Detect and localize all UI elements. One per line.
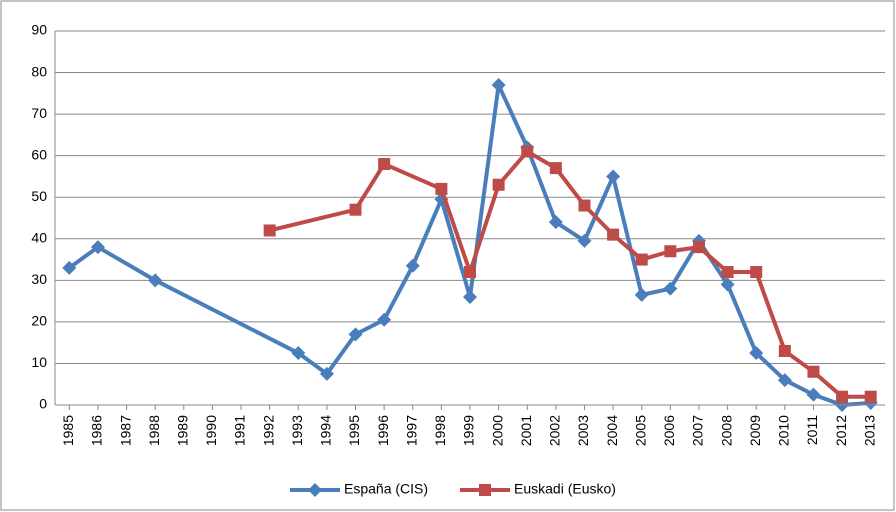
marker — [606, 169, 621, 184]
x-tick-label: 2003 — [575, 415, 591, 446]
marker — [549, 162, 562, 175]
x-tick-label: 2012 — [833, 415, 849, 446]
x-tick-label: 1997 — [403, 415, 419, 446]
marker — [836, 390, 849, 403]
x-tick-label: 2001 — [518, 415, 534, 446]
marker — [148, 273, 163, 288]
marker — [308, 483, 322, 497]
series-line — [68, 83, 871, 407]
marker — [634, 287, 649, 302]
x-tick-label: 1985 — [60, 415, 76, 446]
x-tick-label: 1990 — [203, 415, 219, 446]
marker — [749, 346, 764, 361]
y-tick-label: 80 — [31, 63, 47, 79]
marker — [720, 277, 735, 292]
x-tick-label: 1988 — [146, 415, 162, 446]
x-tick-label: 2008 — [718, 415, 734, 446]
x-tick-label: 2006 — [661, 415, 677, 446]
marker — [521, 145, 534, 158]
x-tick-label: 2002 — [547, 415, 563, 446]
marker — [291, 346, 306, 361]
x-tick-label: 1991 — [232, 415, 248, 446]
x-tick-label: 1989 — [174, 415, 190, 446]
x-tick-label: 1996 — [375, 415, 391, 446]
marker — [864, 390, 877, 403]
marker — [492, 178, 505, 191]
legend-entry: España (CIS) — [290, 481, 428, 497]
x-tick-label: 2007 — [690, 415, 706, 446]
y-tick-label: 0 — [39, 396, 47, 412]
x-tick-label: 1994 — [318, 415, 334, 446]
y-tick-label: 10 — [31, 354, 47, 370]
marker — [750, 266, 763, 279]
x-tick-label: 2000 — [489, 415, 505, 446]
marker — [635, 253, 648, 266]
marker — [435, 182, 448, 195]
marker — [463, 289, 477, 304]
y-tick-label: 20 — [31, 313, 47, 329]
marker — [806, 387, 821, 402]
x-tick-label: 2004 — [604, 415, 620, 446]
marker — [692, 241, 705, 254]
marker — [377, 312, 392, 327]
marker — [777, 373, 792, 388]
marker — [663, 281, 678, 296]
x-tick-label: 2010 — [776, 415, 792, 446]
x-tick-label: 2009 — [747, 415, 763, 446]
y-tick-label: 70 — [31, 105, 47, 121]
marker — [378, 157, 391, 170]
x-tick-label: 1992 — [260, 415, 276, 446]
x-tick-label: 1987 — [117, 415, 133, 446]
marker — [62, 260, 77, 275]
marker — [548, 215, 563, 230]
marker — [721, 266, 734, 279]
y-tick-label: 30 — [31, 271, 47, 287]
marker — [405, 258, 420, 273]
marker — [464, 266, 476, 279]
marker — [348, 327, 363, 342]
x-tick-label: 1995 — [346, 415, 362, 446]
legend-entry: Euskadi (Eusko) — [460, 481, 616, 497]
marker — [491, 78, 506, 93]
y-tick-label: 40 — [31, 229, 47, 245]
y-tick-label: 60 — [31, 146, 47, 162]
marker — [90, 240, 105, 255]
marker — [479, 484, 491, 496]
marker — [263, 224, 276, 237]
y-tick-label: 50 — [31, 188, 47, 204]
x-tick-label: 1998 — [432, 415, 448, 446]
x-tick-label: 1993 — [289, 415, 305, 446]
marker — [664, 245, 677, 258]
marker — [607, 228, 620, 241]
x-tick-label: 1999 — [461, 415, 477, 446]
marker — [778, 344, 791, 357]
x-tick-label: 2013 — [861, 415, 877, 446]
marker — [349, 203, 362, 216]
marker — [807, 365, 820, 378]
x-tick-label: 2011 — [804, 415, 820, 445]
x-tick-label: 1986 — [89, 415, 105, 446]
legend-label: Euskadi (Eusko) — [514, 481, 616, 497]
marker — [578, 199, 591, 212]
y-tick-label: 90 — [31, 22, 47, 38]
marker — [577, 233, 592, 248]
x-tick-label: 2005 — [632, 415, 648, 446]
marker — [319, 366, 334, 381]
legend-label: España (CIS) — [344, 481, 428, 497]
